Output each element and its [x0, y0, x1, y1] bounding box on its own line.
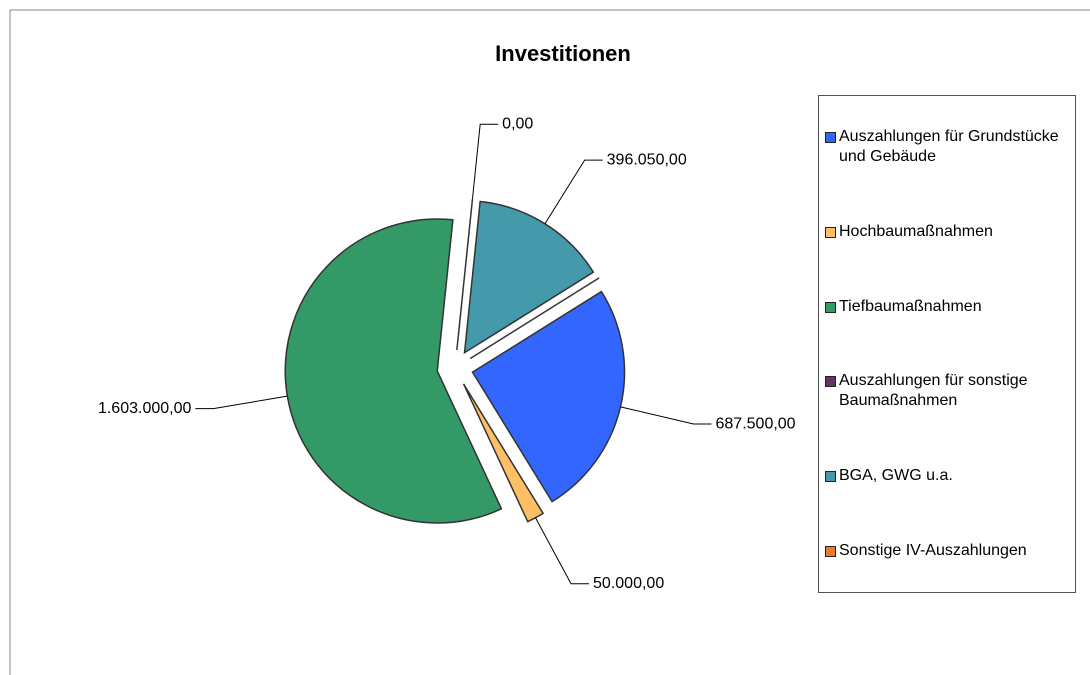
legend-swatch: [825, 226, 836, 238]
legend-label: Tiefbaumaßnahmen: [839, 297, 982, 315]
legend-entry: BGA, GWG u.a.: [825, 466, 1071, 486]
legend-entry: Sonstige IV-Auszahlungen: [825, 541, 1071, 561]
leader-line: [471, 123, 499, 199]
leader-line: [535, 517, 590, 585]
chart-frame: [9, 9, 1090, 675]
data-label: 0,00: [502, 116, 533, 133]
legend-swatch: [825, 545, 836, 557]
legend-swatch: [825, 470, 836, 482]
legend-label: BGA, GWG u.a.: [839, 466, 953, 484]
pie-slice: [471, 290, 626, 503]
legend-entry: Auszahlungen für sonstige Baumaßnahmen: [825, 371, 1071, 411]
leader-line: [544, 159, 603, 225]
data-label: 50.000,00: [593, 575, 664, 592]
legend-label: Auszahlungen für Grundstücke und Gebäude: [839, 128, 1059, 166]
chart-title: Investitionen: [495, 41, 631, 66]
legend-label: Auszahlungen für sonstige Baumaßnahmen: [839, 372, 1028, 410]
data-label: 1.603.000,00: [98, 400, 192, 417]
data-label: 687.500,00: [716, 415, 796, 432]
legend-entry: Auszahlungen für Grundstücke und Gebäude: [825, 127, 1071, 167]
pie-slice: [469, 277, 600, 360]
legend-label: Sonstige IV-Auszahlungen: [839, 541, 1027, 559]
legend: Auszahlungen für Grundstücke und Gebäude…: [818, 95, 1076, 593]
legend-swatch: [825, 301, 836, 313]
leader-line: [195, 395, 288, 410]
legend-entry: Tiefbaumaßnahmen: [825, 297, 1071, 317]
pie-slice: [456, 198, 474, 351]
legend-swatch: [825, 132, 836, 144]
leader-line: [620, 406, 712, 425]
pie-slice: [284, 218, 503, 524]
data-label: 396.050,00: [607, 151, 687, 168]
pie-slice: [462, 383, 545, 523]
legend-entry: Hochbaumaßnahmen: [825, 222, 1071, 242]
legend-label: Hochbaumaßnahmen: [839, 222, 993, 240]
legend-swatch: [825, 376, 836, 388]
